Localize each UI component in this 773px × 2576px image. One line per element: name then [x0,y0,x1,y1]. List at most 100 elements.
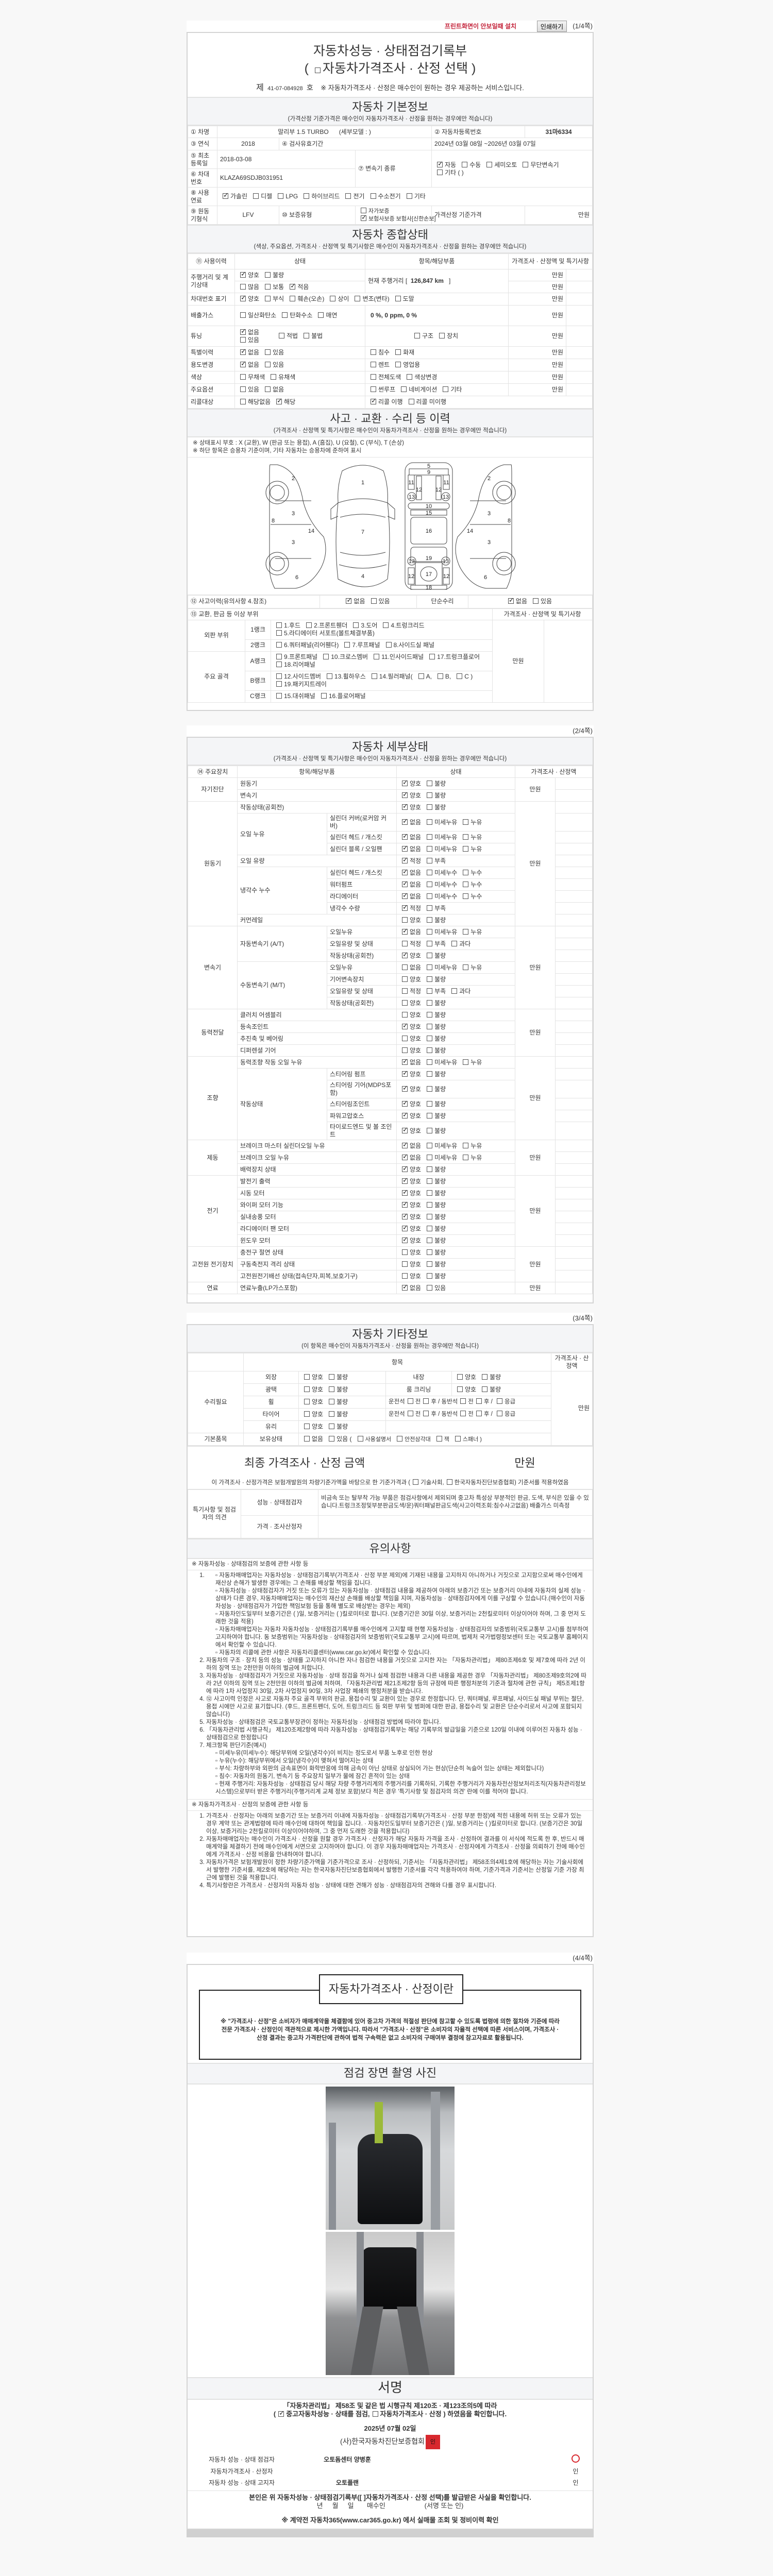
checkbox[interactable] [427,1201,433,1208]
checkbox-option[interactable]: 양호 [399,1212,421,1221]
checkbox[interactable] [482,1386,488,1392]
checkbox[interactable] [361,207,366,213]
position-checkbox[interactable] [407,1398,413,1404]
checkbox[interactable] [253,193,259,199]
checkbox-option[interactable]: 화재 [393,349,414,357]
checkbox-option[interactable]: 없음 [399,964,421,972]
checkbox-option[interactable]: 양호 [399,1047,421,1055]
checkbox[interactable] [402,844,408,852]
checkbox-option[interactable]: 없음 [399,879,421,889]
checkbox[interactable] [240,386,246,392]
checkbox-option[interactable]: 불량 [424,1190,446,1197]
checkbox[interactable] [402,891,408,899]
checkbox[interactable] [402,1283,408,1291]
checkbox[interactable] [402,1099,408,1107]
checkbox[interactable] [402,790,408,798]
checkbox[interactable] [463,928,469,935]
checkbox[interactable] [482,1374,488,1380]
checkbox[interactable] [402,1153,408,1160]
checkbox-option[interactable]: 누유 [460,845,482,853]
checkbox-option[interactable]: 세미오토 [484,161,517,169]
checkbox[interactable] [304,1386,310,1392]
checkbox-option[interactable]: 자동 [434,160,456,169]
checkbox-option[interactable]: 미세누수 [424,881,457,889]
checkbox-option[interactable]: 일산화탄소 [238,312,276,319]
checkbox-option[interactable]: 불량 [424,1047,446,1055]
checkbox-option[interactable]: 없음 [399,832,421,841]
checkbox-option[interactable]: 없음 [343,596,365,605]
checkbox-option[interactable]: 미세누유 [424,819,457,826]
checkbox[interactable] [395,296,401,301]
checkbox-option[interactable]: 있음 [530,598,552,605]
checkbox[interactable] [463,1154,469,1160]
checkbox-option[interactable]: 양호 [399,1022,421,1031]
checkbox-option[interactable]: 양호 [399,790,421,800]
checkbox-option[interactable]: 있음 [368,598,390,605]
checkbox-option[interactable]: 기타 [404,193,426,200]
checkbox-option[interactable]: 양호 [301,1423,323,1431]
checkbox-option[interactable]: 수동 [459,161,481,169]
checkbox[interactable] [427,780,433,786]
checkbox-option[interactable]: 불량 [424,1071,446,1078]
checkbox[interactable] [240,283,246,290]
checkbox-option[interactable]: 양호 [399,1176,421,1185]
checkbox-option[interactable]: 많음 [238,283,259,291]
checkbox[interactable] [323,654,329,659]
checkbox-option[interactable]: 불량 [424,1213,446,1221]
checkbox[interactable] [402,903,408,911]
checkbox[interactable] [427,1213,433,1219]
checkbox-option[interactable]: 양호 [455,1386,476,1394]
checkbox-option[interactable]: 안전삼각대 [394,1435,431,1444]
checkbox[interactable] [427,869,433,875]
checkbox[interactable] [304,1374,310,1380]
checkbox[interactable] [329,1411,335,1417]
checkbox-option[interactable]: 있음 [238,336,259,344]
checkbox-option[interactable]: 무채색 [238,374,265,381]
checkbox[interactable] [330,296,336,301]
checkbox-option[interactable]: 상이 [327,295,349,303]
checkbox[interactable] [370,193,376,199]
checkbox[interactable] [402,1069,408,1077]
checkbox-option[interactable]: 불량 [424,1201,446,1209]
checkbox[interactable] [427,1011,433,1018]
checkbox[interactable] [353,622,359,628]
checkbox[interactable] [418,673,424,679]
checkbox[interactable] [402,999,408,1006]
checkbox[interactable] [402,964,408,970]
checkbox[interactable] [279,332,284,338]
checkbox-option[interactable]: 1.후드 [274,622,300,630]
checkbox-option[interactable]: 7.루프패널 [342,641,380,649]
checkbox[interactable] [385,642,392,648]
checkbox-option[interactable]: 사용설명서 [355,1435,391,1444]
checkbox[interactable] [240,374,246,380]
checkbox[interactable] [427,1261,433,1267]
checkbox-option[interactable]: 없음 [399,1283,421,1292]
checkbox-option[interactable]: 적법 [276,332,298,340]
checkbox[interactable] [276,681,282,687]
checkbox-option[interactable]: 양호 [455,1374,476,1381]
checkbox[interactable] [427,881,433,887]
checkbox-option[interactable]: 누유 [460,964,482,972]
checkbox[interactable] [427,1035,433,1041]
checkbox-option[interactable]: 불량 [326,1398,348,1406]
checkbox[interactable] [371,374,376,380]
checkbox-option[interactable]: 양호 [399,951,421,960]
checkbox[interactable] [265,349,271,355]
checkbox[interactable] [486,161,493,167]
checkbox[interactable] [402,1249,408,1255]
checkbox[interactable] [371,598,377,604]
checkbox-option[interactable]: 전기 [343,193,365,200]
checkbox-option[interactable]: 누유 [460,1142,482,1150]
checkbox[interactable] [457,1374,463,1380]
checkbox[interactable] [276,642,282,648]
checkbox[interactable] [427,792,433,798]
checkbox[interactable] [304,1435,310,1442]
checkbox-option[interactable]: 기타 [440,386,462,394]
checkbox[interactable] [406,193,412,199]
checkbox-option[interactable]: 양호 [399,1188,421,1197]
checkbox[interactable] [240,270,246,278]
checkbox[interactable] [371,397,377,404]
checkbox[interactable] [402,1235,408,1243]
checkbox[interactable] [457,1386,463,1392]
checkbox[interactable] [533,598,539,604]
